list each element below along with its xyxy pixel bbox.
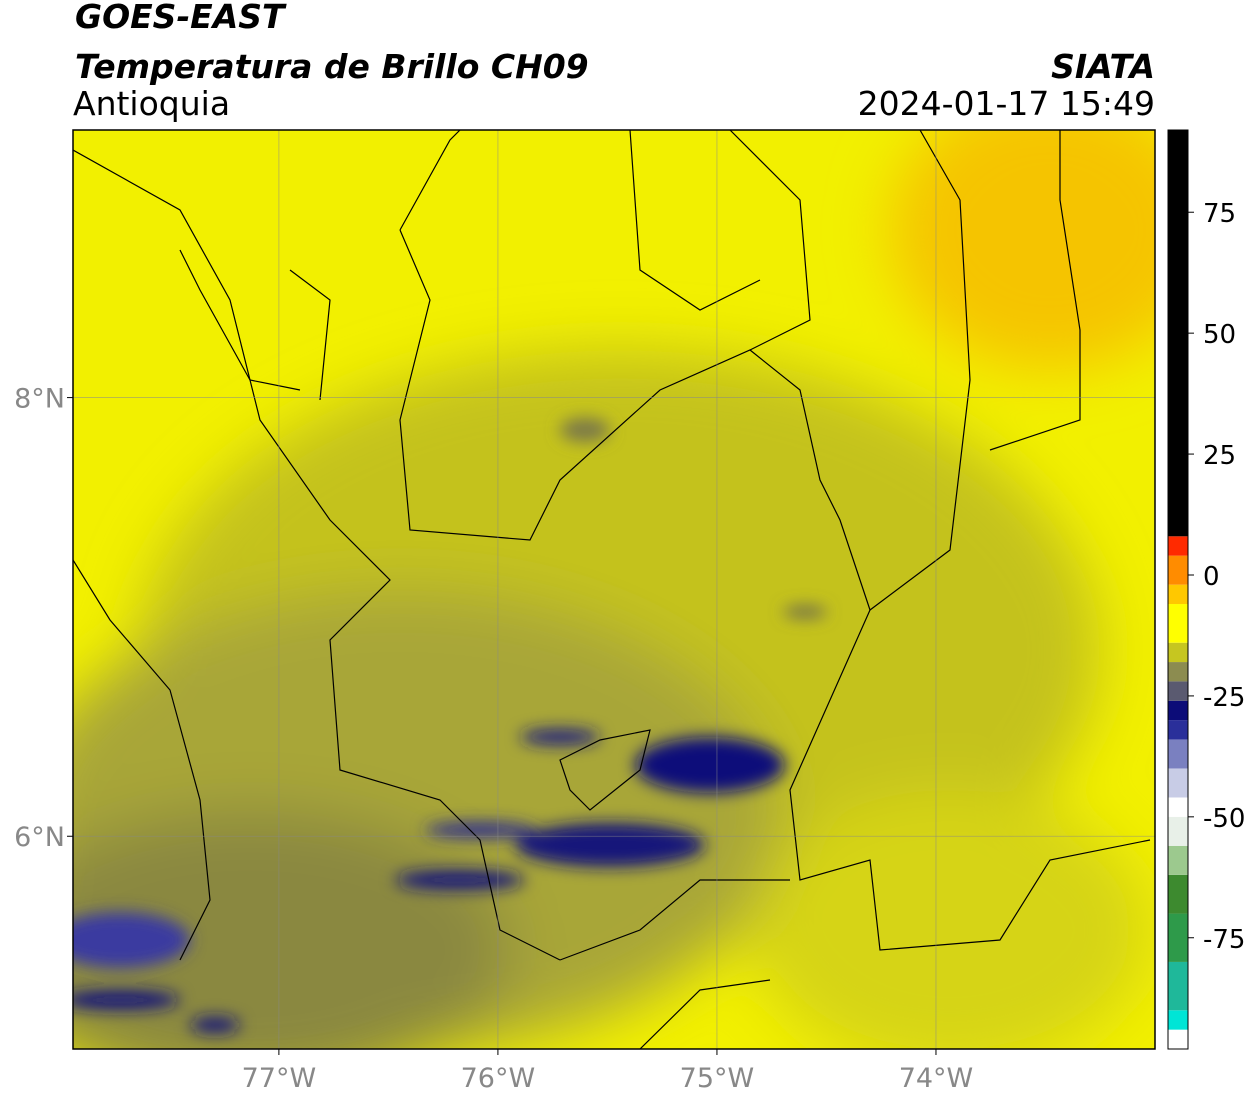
- colorbar-band: [1168, 961, 1188, 1011]
- colorbar-tick-label: 0: [1203, 562, 1220, 592]
- colorbar-band: [1168, 768, 1188, 798]
- x-tick-label: 74°W: [899, 1063, 974, 1094]
- colorbar-tick-label: 50: [1203, 320, 1236, 350]
- colorbar-tick-label: -50: [1203, 804, 1245, 834]
- colorbar-band: [1168, 720, 1188, 740]
- colorbar-band: [1168, 1029, 1188, 1049]
- colorbar-band: [1168, 816, 1188, 846]
- map-frame: [72, 129, 1156, 1050]
- colorbar-band: [1168, 874, 1188, 914]
- colorbar-band: [1168, 845, 1188, 875]
- grid: [73, 130, 1155, 1049]
- timestamp: 2024-01-17 15:49: [858, 84, 1155, 123]
- x-tick-label: 75°W: [680, 1063, 755, 1094]
- colorbar-band: [1168, 700, 1188, 721]
- colorbar-band: [1168, 555, 1188, 585]
- colorbar-band: [1168, 797, 1188, 817]
- source: SIATA: [1051, 47, 1155, 86]
- colorbar-band: [1168, 913, 1188, 962]
- colorbar-band: [1168, 662, 1188, 682]
- colorbar-band: [1168, 739, 1188, 769]
- colorbar-band: [1168, 130, 1188, 537]
- y-tick-label: 6°N: [14, 822, 65, 853]
- colorbar: [1168, 130, 1188, 1049]
- colorbar-frame: [1167, 129, 1189, 1050]
- colorbar-tick-label: 25: [1203, 441, 1236, 471]
- colorbar-band: [1168, 1010, 1188, 1030]
- colorbar-tick-label: -25: [1203, 683, 1245, 713]
- y-tick-label: 8°N: [14, 384, 65, 415]
- x-tick-label: 76°W: [461, 1063, 536, 1094]
- title: GOES-EAST: [75, 0, 287, 36]
- colorbar-band: [1168, 681, 1188, 701]
- colorbar-band: [1168, 642, 1188, 663]
- colorbar-tick-label: -75: [1203, 925, 1245, 955]
- map-field: [73, 130, 1155, 1049]
- x-tick-label: 77°W: [242, 1063, 317, 1094]
- colorbar-band: [1168, 584, 1188, 605]
- colorbar-band: [1168, 536, 1188, 556]
- region: Antioquia: [73, 84, 230, 123]
- subtitle: Temperatura de Brillo CH09: [75, 47, 589, 86]
- colorbar-band: [1168, 604, 1188, 643]
- colorbar-tick-label: 75: [1203, 199, 1236, 229]
